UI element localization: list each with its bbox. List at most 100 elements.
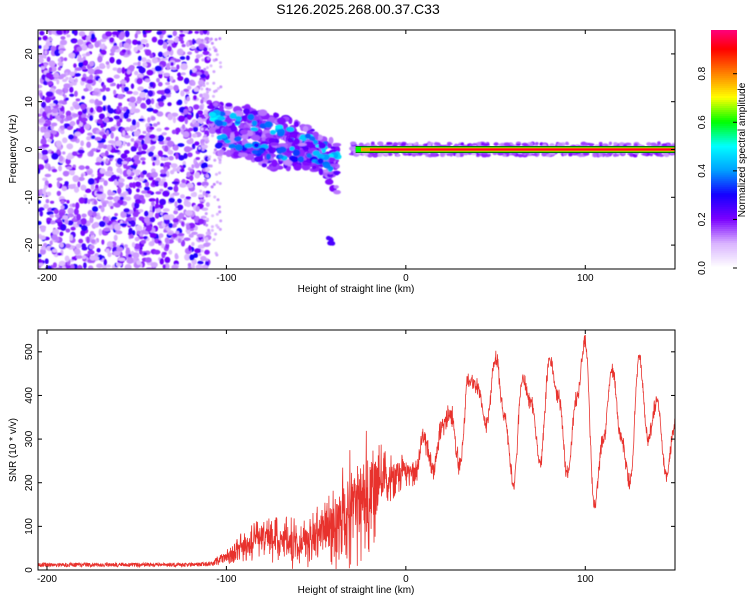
spectrogram-cell — [38, 207, 45, 211]
spectrogram-cell — [154, 212, 160, 219]
spectrogram-cell — [97, 144, 104, 149]
spectrogram-cell — [472, 142, 477, 146]
spectrogram-cell — [100, 206, 105, 213]
spectrogram-cell — [209, 102, 214, 110]
colorbar-step — [711, 87, 737, 91]
spectrogram-cell — [206, 56, 210, 60]
spectrogram-cell — [194, 58, 200, 64]
spectrogram-cell — [183, 88, 190, 93]
spectrogram-cell — [191, 80, 196, 86]
spectrogram-cell — [624, 142, 632, 146]
spectrogram-cell — [171, 66, 177, 71]
spectrogram-cell — [120, 153, 128, 160]
spectrogram-cell — [52, 248, 58, 253]
spectrogram-cell — [138, 145, 142, 153]
spectrogram-cell — [201, 159, 205, 163]
spectrogram-cell — [323, 163, 332, 169]
spectrogram-cell — [164, 88, 171, 95]
spectrogram-cell — [75, 98, 81, 102]
spectrogram-cell — [136, 77, 143, 85]
spectrogram-cell — [159, 198, 166, 206]
spectrogram-cell — [198, 146, 202, 150]
spectrogram-cell — [119, 80, 127, 84]
spectrogram-cell — [212, 81, 216, 85]
spectrogram-cell — [46, 56, 51, 63]
spectrogram-cell — [188, 127, 194, 132]
spectrogram-cell — [116, 105, 120, 112]
spectrogram-cell — [135, 181, 142, 188]
spectrogram-cell — [57, 61, 64, 67]
spectrogram-cell — [202, 50, 210, 56]
spectrogram-cell — [199, 84, 203, 88]
colorbar-step — [711, 156, 737, 160]
spectrogram-cell — [91, 148, 97, 152]
spectrogram-cell — [193, 104, 200, 110]
spectrogram-cell — [113, 234, 118, 241]
spectrogram-cell — [67, 207, 74, 215]
spectrogram-cell — [77, 57, 85, 63]
spectrogram-cell — [213, 89, 217, 93]
spectrogram-cell — [202, 30, 208, 35]
y-tick-label: 300 — [24, 430, 35, 447]
spectrogram-cell — [81, 243, 87, 249]
spectrogram-cell — [156, 30, 163, 36]
spectrogram-cell — [189, 168, 194, 173]
spectrogram-cell — [198, 79, 205, 86]
spectrogram-cell — [112, 149, 120, 153]
spectrogram-cell — [187, 152, 193, 158]
spectrogram-cell — [183, 199, 189, 207]
spectrogram-cell — [198, 194, 204, 198]
spectrogram-cell — [232, 151, 240, 158]
spectrogram-cell — [105, 248, 110, 254]
spectrogram-cell — [42, 35, 48, 41]
spectrogram-cell — [59, 242, 64, 248]
spectrogram-cell — [332, 142, 342, 147]
spectrogram-cell — [130, 220, 136, 227]
spectrogram-cell — [93, 200, 98, 205]
spectrogram-cell — [215, 180, 219, 184]
spectrogram-cell — [168, 155, 174, 161]
spectrogram-cell — [213, 148, 217, 152]
spectrogram-cell — [116, 58, 122, 65]
spectrogram-cell — [192, 126, 199, 133]
spectrogram-cell — [77, 149, 85, 154]
spectrogram-cell — [172, 30, 178, 37]
spectrogram-cell — [646, 142, 652, 147]
spectrogram-cell — [155, 197, 159, 205]
spectrogram-cell — [203, 92, 207, 96]
spectrogram-cell — [132, 207, 137, 212]
spectrogram-cell — [108, 200, 114, 208]
colorbar-step — [711, 51, 737, 55]
spectrogram-cell — [217, 205, 221, 209]
spectrogram-cell — [183, 77, 190, 85]
spectrogram-cell — [89, 74, 94, 81]
colorbar-step — [711, 73, 737, 77]
spectrogram-cell — [358, 142, 364, 147]
spectrogram-cell — [61, 185, 67, 192]
spectrogram-cell — [46, 109, 53, 114]
colorbar-step — [711, 224, 737, 227]
spectrogram-cell — [167, 45, 172, 52]
spectrogram-cell — [71, 245, 76, 249]
spectrogram-cell — [163, 51, 169, 58]
spectrogram-cell — [76, 119, 80, 125]
spectrogram-cell — [195, 206, 200, 212]
spectrogram-cell — [138, 134, 146, 139]
spectrogram-cell — [166, 63, 171, 70]
spectrogram-cell — [195, 54, 201, 59]
spectrogram-cell — [73, 186, 79, 193]
spectrogram-cell — [99, 168, 106, 174]
spectrogram-cell — [167, 186, 173, 191]
spectrogram-cell — [54, 49, 61, 57]
snr-series-line — [38, 335, 675, 569]
spectrogram-cell — [175, 230, 180, 235]
spectrogram-cell — [124, 244, 128, 248]
colorbar-step — [711, 176, 737, 180]
spectrogram-cell — [60, 36, 66, 40]
spectrogram-cell — [162, 190, 170, 197]
spectrogram-cell — [164, 145, 169, 152]
spectrogram-cell — [83, 194, 87, 198]
spectrogram-cell — [96, 119, 104, 124]
spectrogram-cell — [38, 220, 42, 226]
spectrogram-cell — [334, 170, 340, 176]
